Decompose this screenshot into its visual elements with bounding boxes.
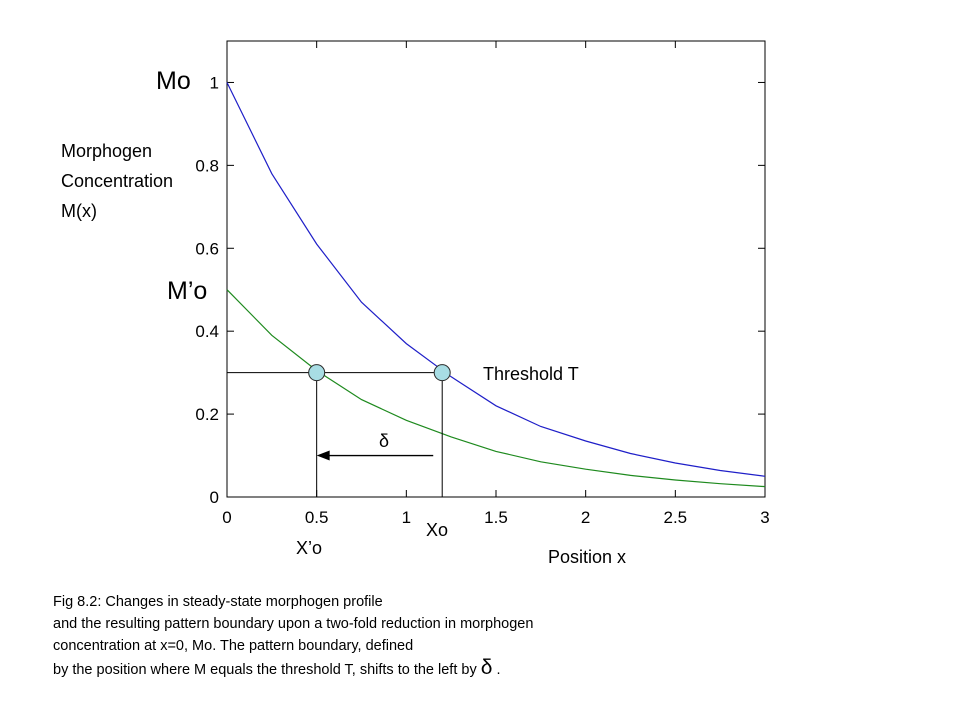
x-tick-label-5: 2.5 bbox=[664, 508, 688, 527]
delta-arrow-head bbox=[316, 450, 330, 461]
m-prime-o-label: M’o bbox=[167, 277, 208, 305]
y-tick-label-0: 0 bbox=[210, 488, 219, 507]
series-lines bbox=[226, 82, 766, 488]
xo-label: Xo bbox=[426, 520, 449, 540]
series-line-0 bbox=[226, 82, 766, 477]
caption-delta-symbol: δ bbox=[480, 656, 493, 679]
ylabel-line3: M(x) bbox=[61, 201, 97, 221]
x-prime-o-label: X’o bbox=[296, 538, 323, 558]
x-tick-label-0: 0 bbox=[222, 508, 231, 527]
axis-ticks bbox=[226, 41, 766, 498]
caption-line4-text: by the position where M equals the thres… bbox=[53, 662, 481, 678]
x-tick-label-2: 1 bbox=[402, 508, 411, 527]
ylabel-line2: Concentration bbox=[61, 171, 174, 191]
y-tick-label-3: 0.6 bbox=[195, 239, 219, 258]
caption-line4-end: . bbox=[492, 662, 501, 678]
x-axis-label: Position x bbox=[548, 547, 627, 567]
caption-line1: Fig 8.2: Changes in steady-state morphog… bbox=[53, 594, 383, 610]
tick-labels: 0 0.5 1 1.5 2 2.5 3 0 0.2 0.4 0.6 0.8 1 bbox=[195, 73, 769, 527]
ylabel-line1: Morphogen bbox=[61, 141, 153, 161]
mo-label: Mo bbox=[156, 67, 191, 95]
caption-line2: and the resulting pattern boundary upon … bbox=[53, 616, 534, 632]
x-tick-label-4: 2 bbox=[581, 508, 590, 527]
delta-label: δ bbox=[379, 431, 390, 451]
threshold-marks bbox=[227, 364, 451, 497]
series-line-1 bbox=[226, 289, 766, 488]
intersection-point-1 bbox=[433, 364, 451, 382]
y-tick-label-1: 0.2 bbox=[195, 405, 219, 424]
x-tick-label-6: 3 bbox=[760, 508, 769, 527]
y-tick-label-4: 0.8 bbox=[195, 156, 219, 175]
caption-line3: concentration at x=0, Mo. The pattern bo… bbox=[53, 638, 414, 654]
y-tick-label-2: 0.4 bbox=[195, 322, 219, 341]
threshold-label: Threshold T bbox=[483, 364, 579, 384]
x-tick-label-1: 0.5 bbox=[305, 508, 329, 527]
y-tick-label-5: 1 bbox=[210, 73, 219, 92]
intersection-point-0 bbox=[308, 364, 326, 382]
x-tick-label-3: 1.5 bbox=[484, 508, 508, 527]
caption-line4: by the position where M equals the thres… bbox=[53, 657, 533, 681]
plot-frame bbox=[226, 40, 766, 498]
figure-caption: Fig 8.2: Changes in steady-state morphog… bbox=[53, 591, 533, 681]
